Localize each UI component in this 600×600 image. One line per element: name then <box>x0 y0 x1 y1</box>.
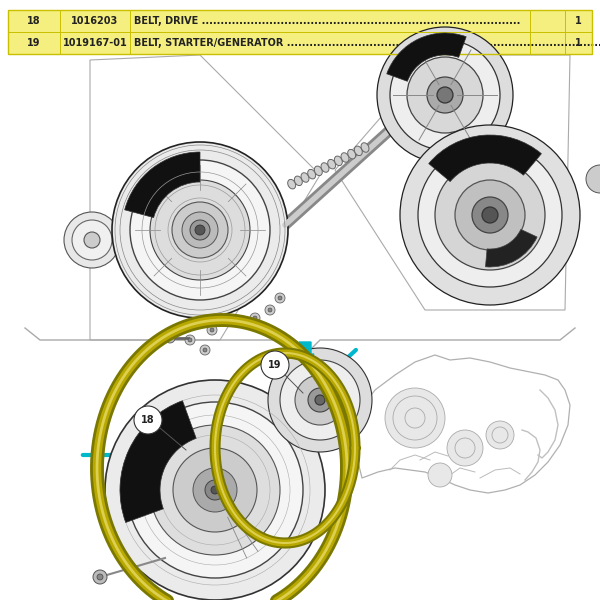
Circle shape <box>268 348 372 452</box>
Circle shape <box>275 293 285 303</box>
Text: 1: 1 <box>575 38 582 48</box>
Circle shape <box>134 406 162 434</box>
Circle shape <box>150 425 280 555</box>
Circle shape <box>188 338 192 342</box>
Circle shape <box>427 77 463 113</box>
Ellipse shape <box>341 153 349 162</box>
Circle shape <box>261 351 289 379</box>
Text: 1019167-01: 1019167-01 <box>62 38 127 48</box>
Bar <box>8 10 592 32</box>
Circle shape <box>377 27 513 163</box>
Circle shape <box>492 427 508 443</box>
Wedge shape <box>125 152 200 218</box>
Circle shape <box>405 408 425 428</box>
Circle shape <box>250 313 260 323</box>
Circle shape <box>165 333 175 343</box>
Circle shape <box>472 197 508 233</box>
Circle shape <box>455 438 475 458</box>
Circle shape <box>280 360 360 440</box>
Ellipse shape <box>347 149 356 159</box>
Circle shape <box>393 396 437 440</box>
Circle shape <box>265 305 275 315</box>
Circle shape <box>437 87 453 103</box>
Circle shape <box>172 202 228 258</box>
Circle shape <box>97 574 103 580</box>
Circle shape <box>173 448 257 532</box>
Ellipse shape <box>355 146 362 155</box>
Circle shape <box>195 225 205 235</box>
Circle shape <box>482 207 498 223</box>
Text: 19: 19 <box>268 360 282 370</box>
Circle shape <box>486 421 514 449</box>
Circle shape <box>250 320 260 330</box>
FancyArrow shape <box>296 342 314 362</box>
Ellipse shape <box>301 173 309 182</box>
Circle shape <box>586 165 600 193</box>
Circle shape <box>210 328 214 332</box>
Text: BELT, STARTER/GENERATOR ........................................................: BELT, STARTER/GENERATOR ................… <box>134 38 600 48</box>
Wedge shape <box>429 135 541 182</box>
Circle shape <box>93 570 107 584</box>
Circle shape <box>84 232 100 248</box>
Circle shape <box>205 480 225 500</box>
Circle shape <box>295 375 345 425</box>
Text: 1: 1 <box>575 16 582 26</box>
Circle shape <box>268 308 272 312</box>
Ellipse shape <box>295 176 302 185</box>
Circle shape <box>253 316 257 320</box>
Bar <box>8 10 592 54</box>
Circle shape <box>390 40 500 150</box>
Circle shape <box>207 325 217 335</box>
Circle shape <box>182 212 218 248</box>
Circle shape <box>400 125 580 305</box>
Circle shape <box>203 348 207 352</box>
Text: 19: 19 <box>27 38 41 48</box>
Circle shape <box>190 220 210 240</box>
Ellipse shape <box>328 160 335 169</box>
Circle shape <box>193 468 237 512</box>
Circle shape <box>455 180 525 250</box>
Circle shape <box>200 345 210 355</box>
Text: 18: 18 <box>27 16 41 26</box>
Wedge shape <box>120 401 196 523</box>
Circle shape <box>278 296 282 300</box>
Circle shape <box>385 388 445 448</box>
Ellipse shape <box>321 163 329 172</box>
Circle shape <box>428 463 452 487</box>
Circle shape <box>112 142 288 318</box>
Ellipse shape <box>334 156 343 166</box>
Ellipse shape <box>287 179 296 189</box>
Circle shape <box>211 486 219 494</box>
Ellipse shape <box>314 166 322 176</box>
Wedge shape <box>485 229 537 267</box>
Text: 1016203: 1016203 <box>71 16 119 26</box>
Circle shape <box>435 160 545 270</box>
Circle shape <box>447 430 483 466</box>
Circle shape <box>185 335 195 345</box>
Circle shape <box>64 212 120 268</box>
Ellipse shape <box>361 143 369 152</box>
Circle shape <box>418 143 562 287</box>
Ellipse shape <box>308 169 316 179</box>
Bar <box>8 32 592 54</box>
Circle shape <box>130 160 270 300</box>
Wedge shape <box>387 33 466 82</box>
Circle shape <box>105 380 325 600</box>
Circle shape <box>315 395 325 405</box>
Circle shape <box>308 388 332 412</box>
Circle shape <box>72 220 112 260</box>
Text: 18: 18 <box>141 415 155 425</box>
Circle shape <box>407 57 483 133</box>
Text: BELT, DRIVE ....................................................................: BELT, DRIVE ............................… <box>134 16 520 26</box>
Circle shape <box>150 180 250 280</box>
Circle shape <box>127 402 303 578</box>
